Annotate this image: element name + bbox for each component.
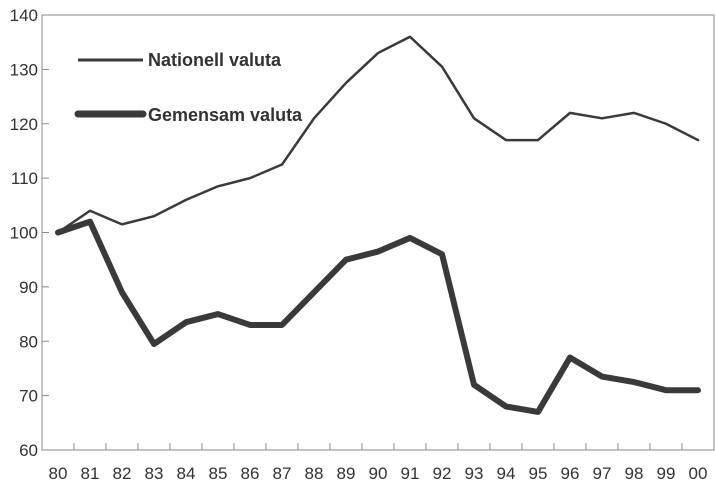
y-tick-label: 140 [10, 6, 38, 25]
x-tick-label: 82 [113, 464, 132, 483]
x-tick-label: 95 [529, 464, 548, 483]
y-tick-label: 80 [19, 332, 38, 351]
y-tick-label: 130 [10, 60, 38, 79]
x-tick-label: 98 [625, 464, 644, 483]
legend-label-nationell: Nationell valuta [148, 50, 282, 70]
legend: Nationell valuta Gemensam valuta [74, 50, 303, 125]
x-tick-label: 85 [209, 464, 228, 483]
x-tick-label: 88 [305, 464, 324, 483]
series-line-gemensam [55, 218, 701, 415]
x-tick-label: 99 [657, 464, 676, 483]
y-tick-label: 110 [11, 169, 38, 188]
x-tick-label: 86 [241, 464, 260, 483]
x-tick-label: 89 [337, 464, 356, 483]
x-tick-label: 87 [273, 464, 292, 483]
x-tick-label: 84 [177, 464, 196, 483]
x-tick-label: 91 [401, 464, 420, 483]
x-tick-label: 97 [593, 464, 612, 483]
x-tick-label: 94 [497, 464, 516, 483]
legend-label-gemensam: Gemensam valuta [148, 105, 303, 125]
y-tick-label: 90 [19, 278, 38, 297]
x-tick-label: 90 [369, 464, 388, 483]
x-tick-label: 96 [561, 464, 580, 483]
x-tick-label: 93 [465, 464, 484, 483]
y-tick-label: 70 [19, 387, 38, 406]
plot-frame [41, 14, 715, 451]
x-tick-label: 83 [145, 464, 164, 483]
axes: 60 70 80 90 100 110 120 130 140 80 81 82 83 84 85 86 87 8… [10, 6, 715, 483]
x-tick-label: 92 [433, 464, 452, 483]
x-tick-label: 00 [689, 464, 708, 483]
x-tick-label: 81 [81, 464, 100, 483]
y-tick-label: 100 [10, 224, 38, 243]
series-lines [55, 35, 701, 415]
y-tick-label: 60 [19, 441, 38, 460]
x-tick-label: 80 [49, 464, 68, 483]
y-tick-label: 120 [10, 115, 38, 134]
